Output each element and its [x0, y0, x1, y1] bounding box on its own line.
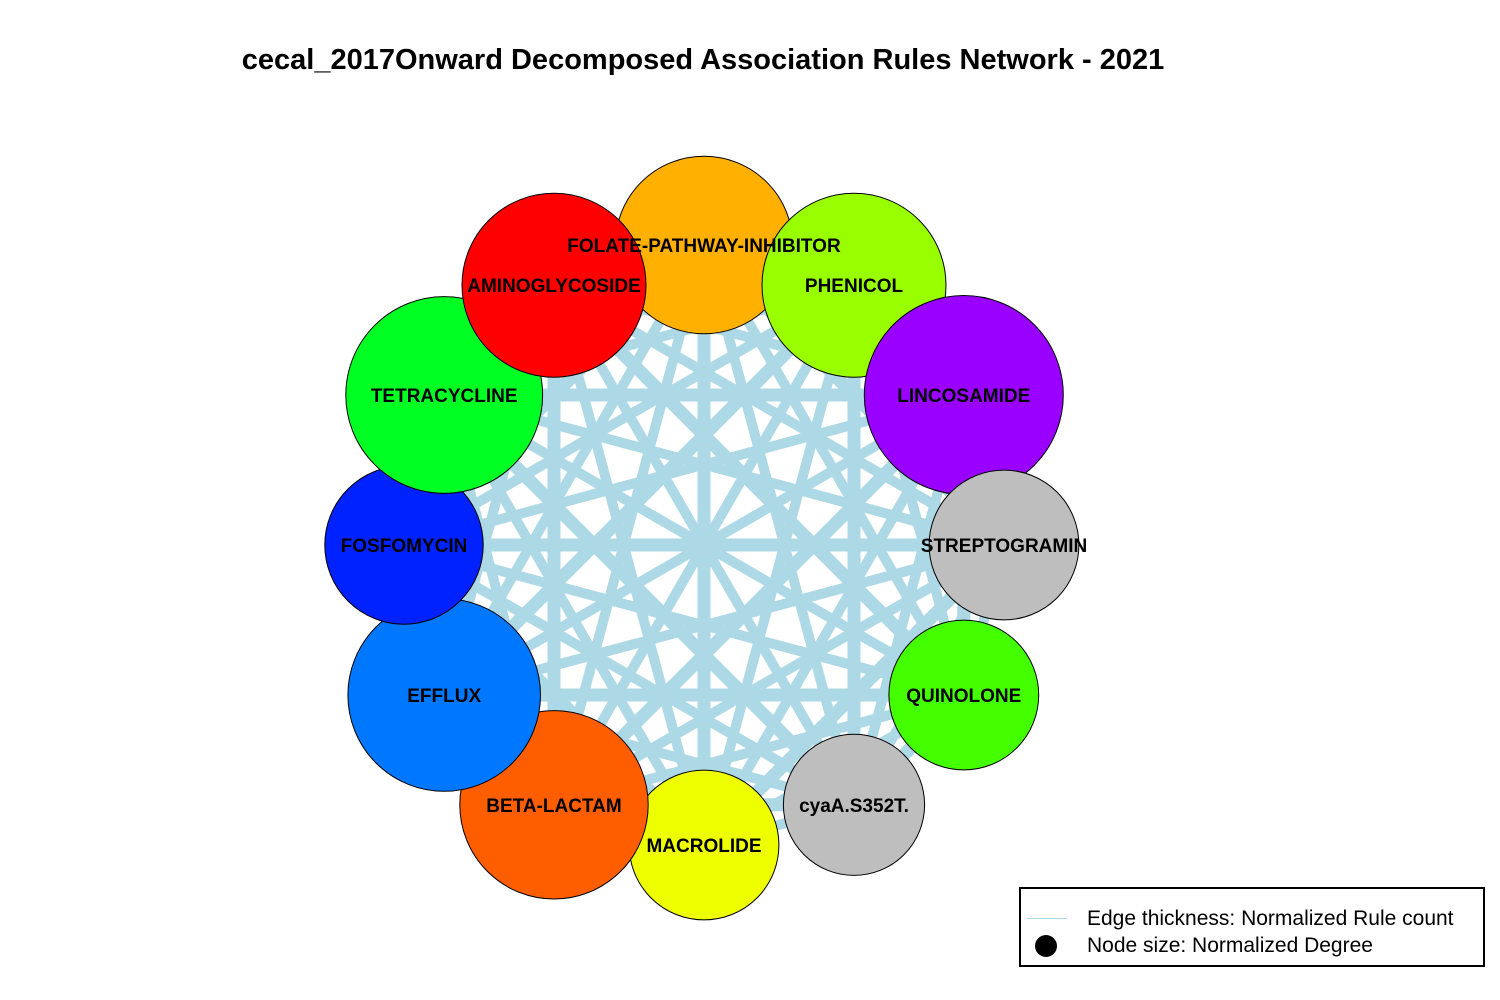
edge-cyaa-aminoglycoside — [549, 282, 859, 808]
node-label-folate-pathway-inhibitor: FOLATE-PATHWAY-INHIBITOR — [567, 236, 841, 257]
node-label-cyaa: cyaA.S352T. — [799, 796, 909, 817]
node-label-tetracycline: TETRACYCLINE — [371, 386, 518, 407]
edge-phenicol-macrolide — [699, 283, 859, 847]
node-label-fosfomycin: FOSFOMYCIN — [341, 536, 468, 557]
network-nodes: FOLATE-PATHWAY-INHIBITOR PHENICOL LINCOSAM… — [324, 155, 1087, 921]
node-label-phenicol: PHENICOL — [805, 276, 904, 297]
edge-quinolone-aminoglycoside — [549, 280, 969, 700]
legend: Edge thickness: Normalized Rule count No… — [1019, 887, 1485, 967]
legend-edge-text: Edge thickness: Normalized Rule count — [1087, 907, 1454, 930]
legend-edge-line — [1027, 918, 1067, 919]
node-label-quinolone: QUINOLONE — [906, 686, 1021, 707]
node-circle-aminoglycoside — [461, 192, 647, 378]
node-label-macrolide: MACROLIDE — [646, 836, 761, 857]
legend-node-dot — [1035, 935, 1057, 957]
node-label-efflux: EFFLUX — [407, 686, 481, 707]
node-aminoglycoside — [461, 192, 647, 378]
node-circle-streptogramin — [928, 469, 1080, 621]
edge-macrolide-aminoglycoside — [549, 283, 709, 847]
page-title: cecal_2017Onward Decomposed Association … — [241, 44, 1165, 76]
legend-edge-row: Edge thickness: Normalized Rule count — [1021, 905, 1483, 933]
node-label-streptogramin: STREPTOGRAMIN — [921, 536, 1087, 557]
node-label-lincosamide: LINCOSAMIDE — [897, 386, 1030, 407]
edge-quinolone-fosfomycin — [402, 540, 966, 700]
node-quinolone — [888, 619, 1040, 771]
legend-node-row: Node size: Normalized Degree — [1021, 932, 1483, 960]
node-label-beta-lactam: BETA-LACTAM — [486, 796, 621, 817]
legend-node-text: Node size: Normalized Degree — [1087, 934, 1373, 957]
node-circle-cyaa — [782, 733, 926, 876]
node-label-aminoglycoside: AMINOGLYCOSIDE — [467, 276, 641, 297]
edge-cyaa-fosfomycin — [401, 540, 857, 810]
node-streptogramin — [928, 469, 1080, 621]
node-circle-quinolone — [888, 619, 1040, 771]
node-cyaa — [782, 733, 926, 876]
